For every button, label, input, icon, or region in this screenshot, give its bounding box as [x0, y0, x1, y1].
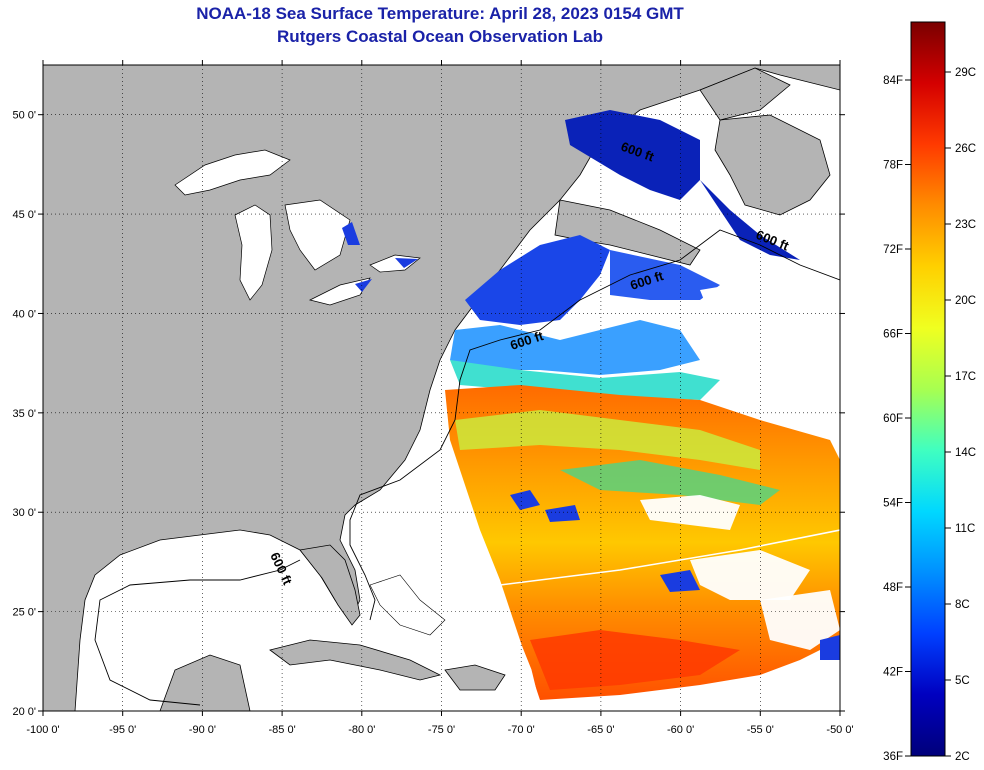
lake-superior	[174, 149, 291, 196]
colorbar-label-fahrenheit: 72F	[883, 244, 903, 256]
cold-artifacts-3	[660, 570, 700, 592]
colorbar-label-fahrenheit: 36F	[883, 751, 903, 763]
cloud-cover-swath-2	[690, 550, 810, 600]
lake-huron	[284, 199, 351, 271]
colorbar-label-fahrenheit: 66F	[883, 329, 903, 341]
swath-west-edge	[448, 469, 542, 711]
lat-tick-label: 30 0'	[12, 507, 36, 519]
colorbar-label-celsius: 29C	[955, 67, 976, 79]
lon-tick-label: -65 0'	[587, 724, 614, 736]
lat-tick-label: 45 0'	[12, 209, 36, 221]
map-subtitle: Rutgers Coastal Ocean Observation Lab	[277, 27, 603, 46]
warm-core-south	[530, 630, 740, 690]
gulf-st-lawrence-sst	[565, 110, 700, 200]
newfoundland-coast-sst	[700, 180, 800, 260]
mid-atlantic-shelf-sst	[450, 320, 700, 375]
lon-tick-label: -85 0'	[269, 724, 296, 736]
axis-ticks	[38, 60, 845, 716]
cloud-cover-swath-1	[640, 495, 740, 530]
map-title: NOAA-18 Sea Surface Temperature: April 2…	[196, 4, 684, 23]
cloud-cover-southeast	[760, 590, 840, 650]
lat-tick-label: 25 0'	[12, 607, 36, 619]
lon-tick-label: -95 0'	[109, 724, 136, 736]
lake-huron-sst	[342, 222, 360, 245]
colorbar-label-celsius: 14C	[955, 447, 976, 459]
swath-scan-line	[499, 529, 840, 586]
cold-artifacts-2	[545, 505, 580, 522]
scotian-shelf-sst	[610, 250, 720, 300]
colorbar-label-celsius: 8C	[955, 599, 970, 611]
newfoundland-land	[714, 114, 831, 216]
lake-erie-sst	[355, 279, 372, 292]
cloud-cover-east	[700, 280, 840, 430]
labrador-land	[699, 67, 791, 121]
colorbar-label-fahrenheit: 60F	[883, 413, 903, 425]
lon-tick-label: -55 0'	[747, 724, 774, 736]
lon-tick-label: -50 0'	[826, 724, 853, 736]
cold-artifacts-4	[820, 635, 840, 660]
colorbar-label-celsius: 20C	[955, 295, 976, 307]
colorbar-label-fahrenheit: 78F	[883, 160, 903, 172]
lat-lon-grid	[43, 65, 840, 711]
colorbar	[910, 21, 946, 757]
bahamas-shoals	[369, 574, 446, 636]
colorbar-label-celsius: 17C	[955, 371, 976, 383]
gulf-of-maine-sst	[465, 235, 610, 325]
colorbar-label-celsius: 5C	[955, 675, 970, 687]
lon-tick-label: -90 0'	[189, 724, 216, 736]
colorbar-label-celsius: 2C	[955, 751, 970, 763]
colorbar-label-fahrenheit: 84F	[883, 75, 903, 87]
lon-tick-label: -60 0'	[667, 724, 694, 736]
cold-artifacts-1	[510, 490, 540, 510]
lat-tick-label: 50 0'	[12, 110, 36, 122]
lon-tick-label: -70 0'	[508, 724, 535, 736]
colorbar-label-celsius: 11C	[955, 523, 975, 535]
lat-tick-label: 20 0'	[12, 706, 36, 718]
shelf-cyan-band	[450, 360, 720, 400]
lat-tick-label: 35 0'	[12, 408, 36, 420]
yucatan-land	[159, 654, 251, 711]
maritimes-land	[554, 199, 701, 266]
cuba-land	[269, 639, 442, 681]
lake-michigan	[234, 204, 273, 301]
green-filaments	[560, 460, 780, 505]
lon-tick-label: -80 0'	[348, 724, 375, 736]
colorbar-label-fahrenheit: 42F	[883, 667, 903, 679]
colorbar-label-fahrenheit: 54F	[883, 498, 903, 510]
hispaniola-land	[444, 664, 506, 691]
florida-land	[299, 544, 361, 626]
axis-tick-labels: -100 0' -95 0' -90 0' -85 0' -80 0' -75 0' -70…	[12, 110, 853, 736]
gulf-stream-band	[455, 410, 760, 470]
colorbar-label-celsius: 23C	[955, 219, 976, 231]
isobath-600ft	[94, 229, 840, 706]
lon-tick-label: -100 0'	[26, 724, 59, 736]
lat-tick-label: 40 0'	[12, 308, 36, 320]
colorbar-labels: 84F 78F 72F 66F 60F 54F 48F 42F 36F 29C 26C 23C 20C 1…	[883, 67, 976, 763]
colorbar-label-fahrenheit: 48F	[883, 582, 903, 594]
lake-ontario-sst	[395, 258, 418, 268]
lon-tick-label: -75 0'	[428, 724, 455, 736]
colorbar-label-celsius: 26C	[955, 143, 976, 155]
